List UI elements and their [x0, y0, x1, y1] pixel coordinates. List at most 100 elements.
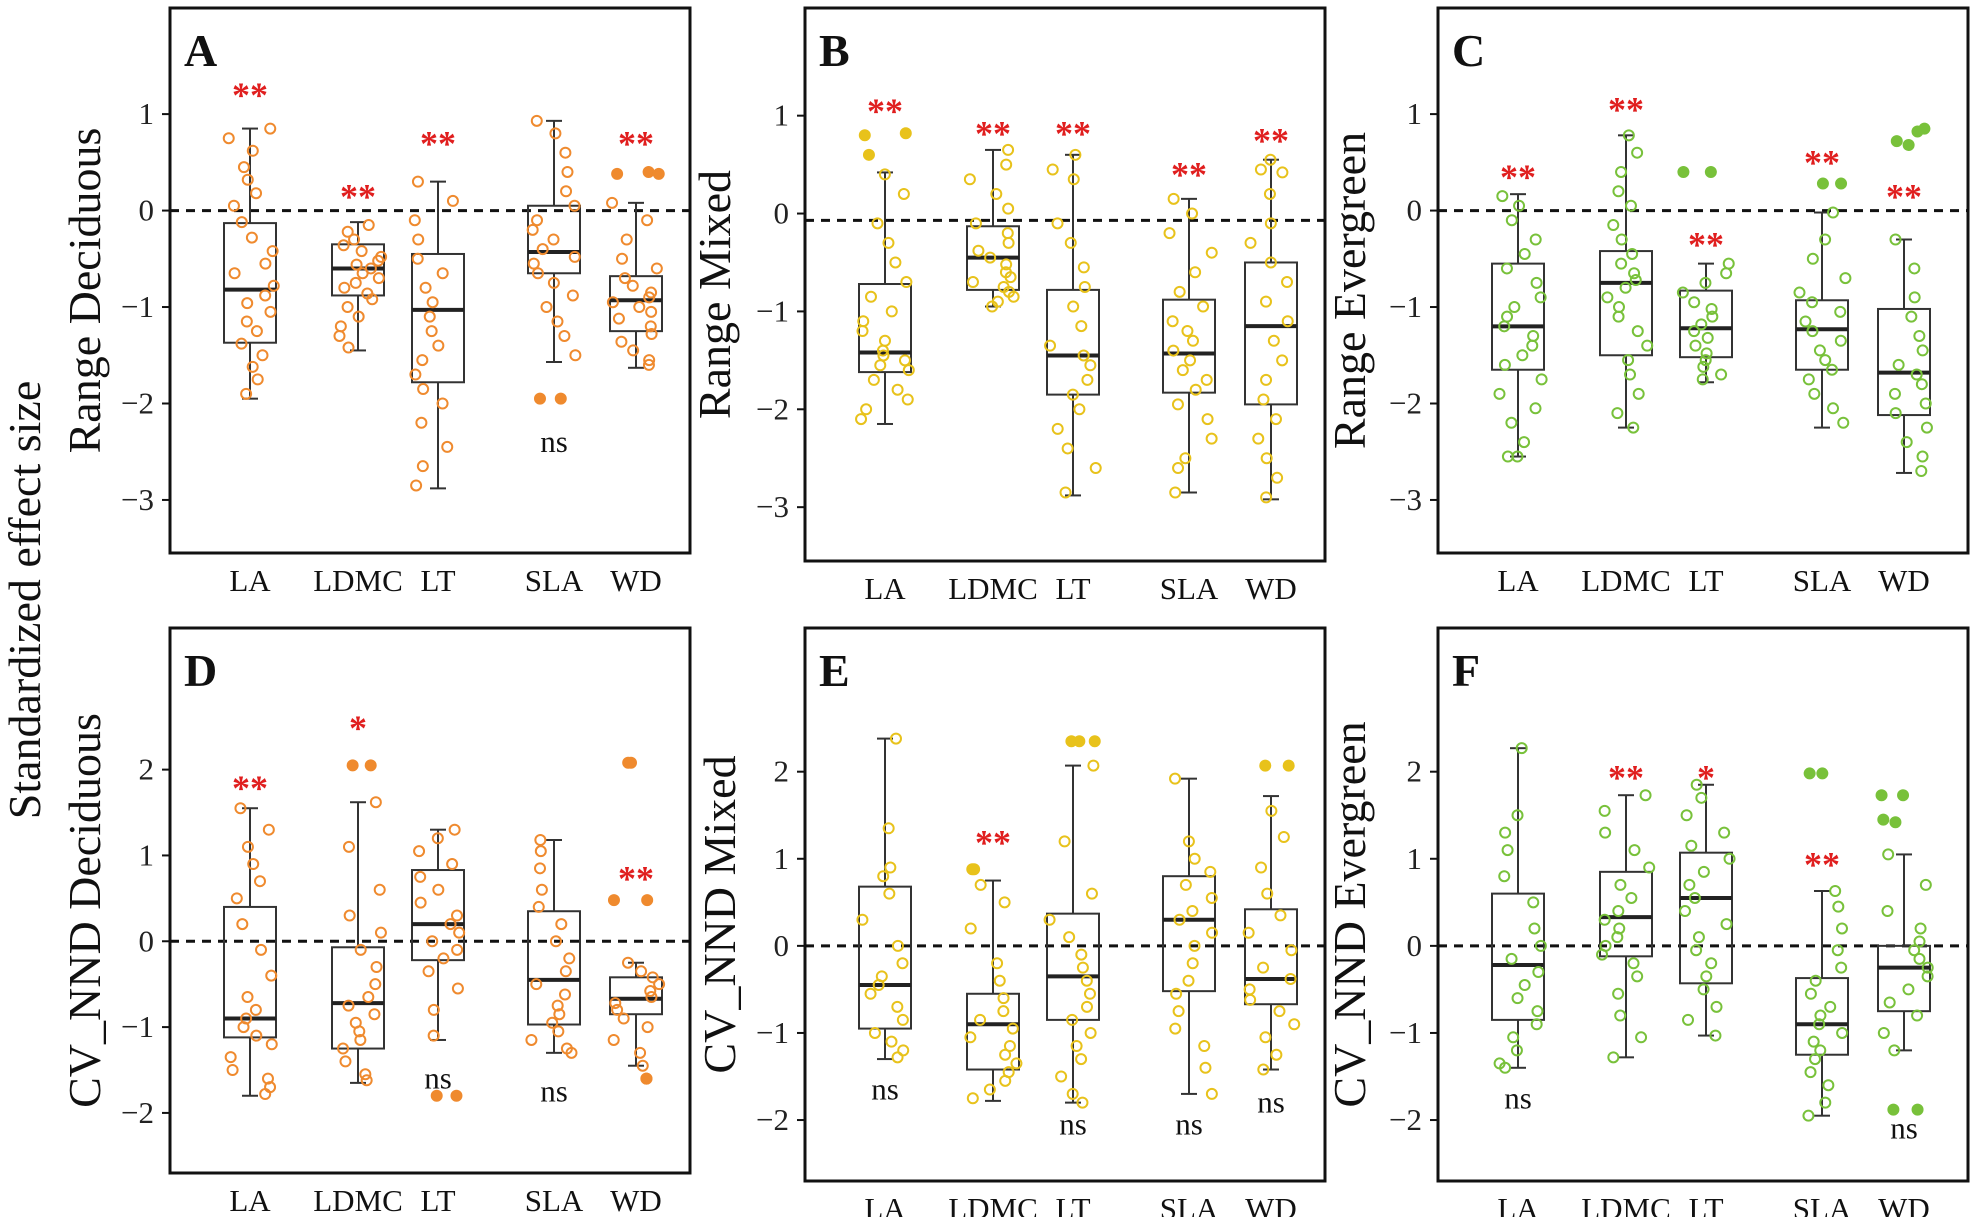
data-point — [1534, 939, 1547, 952]
data-point — [1643, 861, 1656, 874]
data-point — [1676, 286, 1689, 299]
data-point — [1915, 378, 1928, 391]
data-point — [1257, 1063, 1270, 1076]
data-point — [1077, 261, 1090, 274]
data-point — [1188, 852, 1201, 865]
data-point — [409, 368, 422, 381]
data-point — [634, 1046, 647, 1059]
data-point — [364, 759, 377, 772]
data-point — [362, 991, 375, 1004]
data-point — [1532, 965, 1545, 978]
data-point — [237, 161, 250, 174]
category-label: SLA — [1160, 571, 1219, 606]
data-point — [1832, 900, 1845, 913]
data-point — [1614, 878, 1627, 891]
data-point — [267, 279, 280, 292]
category-label: LA — [864, 571, 906, 606]
data-point — [1169, 772, 1182, 785]
data-point — [609, 997, 622, 1010]
data-point — [1914, 922, 1927, 935]
significance-label: ** — [1608, 757, 1644, 797]
data-point — [1888, 387, 1901, 400]
data-point — [1002, 202, 1015, 215]
data-point — [1913, 952, 1926, 965]
data-point — [1075, 320, 1088, 333]
data-point — [1908, 262, 1921, 275]
data-point — [265, 969, 278, 982]
data-point — [1501, 450, 1514, 463]
box-LDMC: ** — [331, 176, 388, 354]
panel-E: E CV_NND Mixed 2 1 0 −1 −2 ns LA ** LDMC ns LT ns SLA n… — [694, 626, 1327, 1217]
y-tick-label: −2 — [121, 385, 154, 420]
significance-label: ** — [340, 176, 376, 216]
data-point — [1171, 398, 1184, 411]
data-point — [1173, 913, 1186, 926]
data-point — [551, 999, 564, 1012]
data-point — [1631, 970, 1644, 983]
data-point — [1720, 918, 1733, 931]
data-point — [249, 1003, 262, 1016]
data-point — [250, 1029, 263, 1042]
data-point — [431, 832, 444, 845]
y-tick-label: 0 — [1407, 928, 1423, 963]
data-point — [1518, 436, 1531, 449]
iqr-box — [1162, 875, 1216, 993]
data-point — [1680, 809, 1693, 822]
data-point — [1612, 185, 1625, 198]
category-label: LA — [229, 1183, 271, 1217]
category-label: LA — [229, 563, 271, 598]
data-point — [1528, 922, 1541, 935]
data-point — [1273, 1005, 1286, 1018]
significance-label: ** — [975, 823, 1011, 863]
data-point — [1197, 300, 1210, 313]
data-point — [1263, 187, 1276, 200]
data-point — [343, 909, 356, 922]
data-point — [627, 344, 640, 357]
data-point — [966, 1092, 979, 1105]
data-point — [1875, 789, 1888, 802]
data-point — [1822, 1079, 1835, 1092]
iqr-box — [1162, 298, 1216, 394]
box-LA: ns — [856, 732, 912, 1107]
data-point — [1276, 166, 1289, 179]
data-point — [259, 257, 272, 270]
category-label: WD — [1245, 571, 1297, 606]
data-point — [891, 1000, 904, 1013]
data-point — [416, 460, 429, 473]
data-point — [547, 233, 560, 246]
data-point — [1628, 267, 1641, 280]
data-point — [259, 1088, 272, 1101]
y-tick-label: −2 — [1389, 1102, 1422, 1137]
significance-label: ns — [871, 1072, 899, 1107]
category-label: LDMC — [1581, 1191, 1671, 1217]
data-point — [1628, 844, 1641, 857]
data-point — [626, 279, 639, 292]
data-point — [1265, 804, 1278, 817]
data-point — [1076, 961, 1089, 974]
data-point — [1704, 165, 1717, 178]
y-tick-label: −1 — [1389, 1015, 1422, 1050]
data-point — [1802, 373, 1815, 386]
data-point — [1264, 153, 1277, 166]
data-point — [1066, 1087, 1079, 1100]
data-point — [1835, 177, 1848, 190]
data-point — [1276, 354, 1289, 367]
data-point — [640, 1072, 653, 1085]
y-tick-label: 1 — [774, 841, 790, 876]
box-LT: ns — [1043, 735, 1101, 1141]
data-point — [1244, 993, 1257, 1006]
y-tick-label: 2 — [1407, 754, 1423, 789]
data-point — [617, 1012, 630, 1025]
y-tick-label: −1 — [756, 293, 789, 328]
data-point — [1084, 1026, 1097, 1039]
data-point — [1205, 432, 1218, 445]
data-point — [226, 1064, 239, 1077]
box-LDMC: ** — [1599, 90, 1654, 434]
data-point — [1688, 891, 1701, 904]
data-point — [253, 875, 266, 888]
data-point — [1635, 1031, 1648, 1044]
significance-label: ** — [1500, 157, 1536, 197]
data-point — [1043, 913, 1056, 926]
data-point — [864, 290, 877, 303]
data-point — [423, 310, 436, 323]
